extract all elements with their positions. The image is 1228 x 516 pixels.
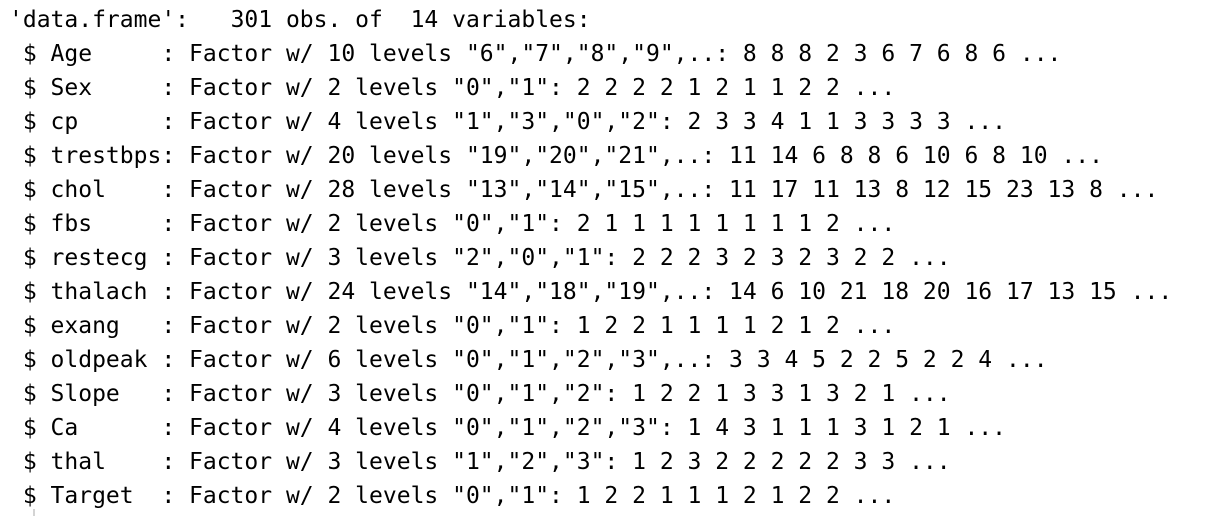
variable-line-chol: $ chol : Factor w/ 28 levels "13","14","… (9, 177, 1159, 203)
variable-line-cp: $ cp : Factor w/ 4 levels "1","3","0","2… (9, 109, 1006, 135)
variable-line-thalach: $ thalach : Factor w/ 24 levels "14","18… (9, 279, 1173, 305)
variable-line-exang: $ exang : Factor w/ 2 levels "0","1": 1 … (9, 313, 896, 339)
variable-line-thal: $ thal : Factor w/ 3 levels "1","2","3":… (9, 449, 951, 475)
variable-line-sex: $ Sex : Factor w/ 2 levels "0","1": 2 2 … (9, 75, 896, 101)
variable-line-restecg: $ restecg : Factor w/ 3 levels "2","0","… (9, 245, 951, 271)
variable-line-fbs: $ fbs : Factor w/ 2 levels "0","1": 2 1 … (9, 211, 896, 237)
variable-line-age: $ Age : Factor w/ 10 levels "6","7","8",… (9, 41, 1062, 67)
variable-line-ca: $ Ca : Factor w/ 4 levels "0","1","2","3… (9, 415, 1006, 441)
variable-line-slope: $ Slope : Factor w/ 3 levels "0","1","2"… (9, 381, 951, 407)
console-cursor[interactable] (33, 509, 35, 516)
console-output: 'data.frame': 301 obs. of 14 variables: … (9, 3, 1224, 513)
variable-line-target: $ Target : Factor w/ 2 levels "0","1": 1… (9, 483, 896, 509)
dataframe-header: 'data.frame': 301 obs. of 14 variables: (9, 7, 591, 33)
variable-line-trestbps: $ trestbps: Factor w/ 20 levels "19","20… (9, 143, 1103, 169)
variable-line-oldpeak: $ oldpeak : Factor w/ 6 levels "0","1","… (9, 347, 1048, 373)
